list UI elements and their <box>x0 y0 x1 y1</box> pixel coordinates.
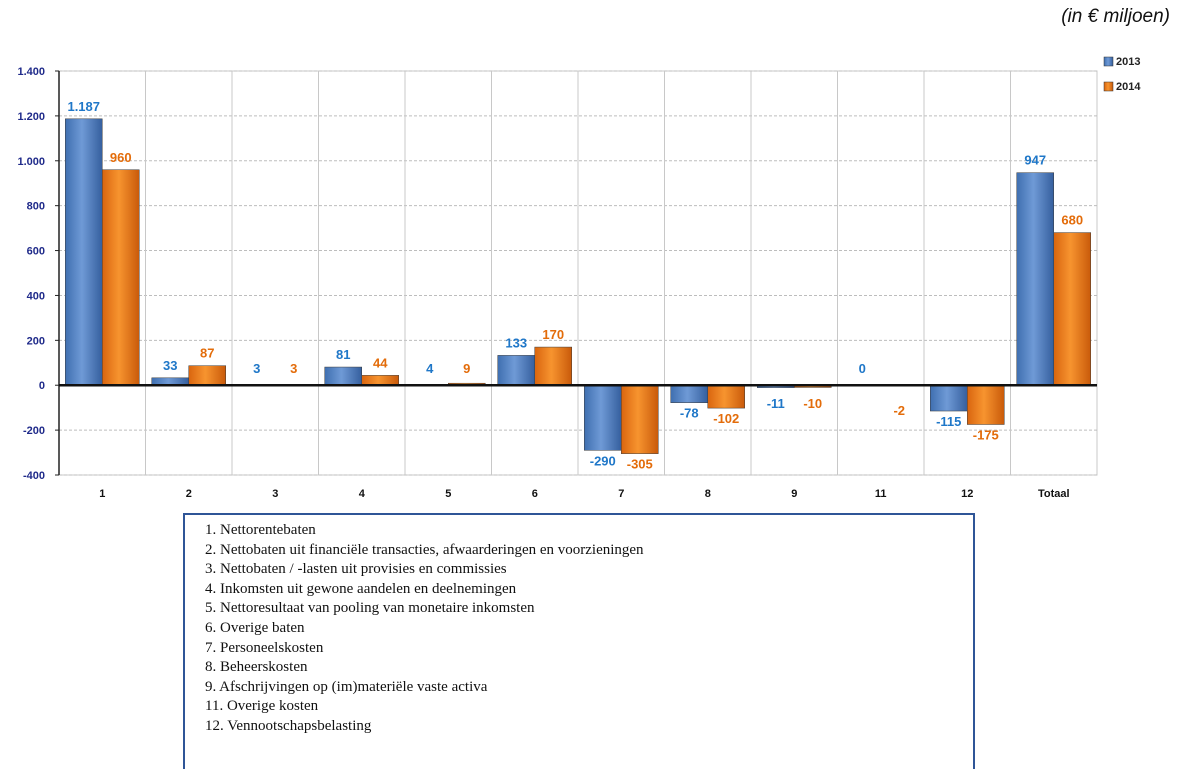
bar-2013 <box>324 366 362 386</box>
data-label-2014: -2 <box>893 403 905 418</box>
data-label-2013: -290 <box>590 453 616 468</box>
category-key-item: 12. Vennootschapsbelasting <box>205 717 372 734</box>
data-label-2014: -175 <box>973 428 999 443</box>
bar-2013 <box>1016 172 1054 386</box>
category-key-box: 1. Nettorentebaten 2. Nettobaten uit fina… <box>183 513 975 769</box>
x-tick-label: 3 <box>272 488 278 500</box>
data-label-2014: 170 <box>542 327 564 342</box>
y-tick-label: 1.400 <box>17 66 45 78</box>
x-tick-label: 6 <box>532 488 538 500</box>
category-key-item: 5. Nettoresultaat van pooling van moneta… <box>205 600 535 617</box>
category-key-item: 3. Nettobaten / -lasten uit provisies en… <box>205 561 507 578</box>
category-key-item: 4. Inkomsten uit gewone aandelen en deel… <box>205 580 517 597</box>
y-tick-label: -400 <box>23 470 45 482</box>
bar-2014 <box>967 384 1005 425</box>
category-key-item: 6. Overige baten <box>205 619 305 636</box>
data-label-2013: -11 <box>767 396 785 411</box>
x-tick-label: 11 <box>875 488 887 500</box>
legend-label-2014: 2014 <box>1116 81 1141 93</box>
category-key-item: 8. Beheerskosten <box>205 659 308 676</box>
bar-2014 <box>621 384 659 454</box>
data-label-2014: 680 <box>1061 213 1083 228</box>
y-tick-label: 400 <box>27 290 45 302</box>
data-label-2013: 1.187 <box>67 99 100 114</box>
bar-2014 <box>534 346 572 386</box>
data-label-2013: 3 <box>253 361 260 376</box>
y-tick-label: 600 <box>27 246 45 258</box>
y-tick-label: -200 <box>23 425 45 437</box>
data-label-2014: -10 <box>803 396 822 411</box>
bar-2013 <box>930 384 968 412</box>
x-tick-label: 7 <box>618 488 624 500</box>
data-label-2014: 3 <box>290 361 297 376</box>
bar-2014 <box>707 384 745 409</box>
x-tick-label: Totaal <box>1038 488 1070 500</box>
x-tick-label: 4 <box>359 488 366 500</box>
category-key-list: 1. Nettorentebaten 2. Nettobaten uit fina… <box>205 521 973 737</box>
category-key-item: 9. Afschrijvingen op (im)materiële vaste… <box>205 678 488 695</box>
y-tick-label: 0 <box>39 380 45 392</box>
data-label-2014: 9 <box>463 361 470 376</box>
bar-2014 <box>188 365 226 386</box>
data-label-2013: 81 <box>336 347 350 362</box>
unit-note: (in € miljoen) <box>1061 6 1170 27</box>
category-key-item: 2. Nettobaten uit financiële transacties… <box>205 541 644 558</box>
category-key-item: 11. Overige kosten <box>205 698 319 715</box>
data-label-2013: 947 <box>1024 153 1046 168</box>
y-tick-label: 1.200 <box>17 111 45 123</box>
legend-swatch-2014 <box>1103 81 1114 92</box>
x-tick-label: 9 <box>791 488 797 500</box>
bar-2014 <box>102 169 140 386</box>
legend-label-2013: 2013 <box>1116 56 1140 68</box>
bar-2013 <box>584 384 622 451</box>
data-label-2013: 0 <box>859 361 866 376</box>
bar-2013 <box>497 355 535 386</box>
data-label-2013: 133 <box>505 335 527 350</box>
x-tick-label: 2 <box>186 488 192 500</box>
bar-2014 <box>1053 232 1091 386</box>
category-key-item: 7. Personeelskosten <box>205 639 324 656</box>
x-tick-label: 1 <box>99 488 105 500</box>
data-label-2013: -115 <box>936 414 961 429</box>
data-label-2014: -305 <box>627 457 653 472</box>
x-tick-label: 12 <box>961 488 973 500</box>
bar-2014 <box>361 375 399 386</box>
y-tick-label: 200 <box>27 335 45 347</box>
data-label-2013: 33 <box>163 358 177 373</box>
data-label-2013: -78 <box>680 406 699 421</box>
category-key-item: 1. Nettorentebaten <box>205 522 316 538</box>
x-tick-label: 8 <box>705 488 711 500</box>
data-label-2014: 87 <box>200 346 214 361</box>
y-tick-label: 800 <box>27 201 45 213</box>
bar-2013 <box>65 118 103 386</box>
data-label-2014: 960 <box>110 150 132 165</box>
bar-2013 <box>670 384 708 403</box>
data-label-2013: 4 <box>426 361 434 376</box>
x-tick-label: 5 <box>445 488 451 500</box>
legend-swatch-2013 <box>1103 56 1114 67</box>
data-label-2014: 44 <box>373 355 388 370</box>
data-label-2014: -102 <box>713 411 739 426</box>
y-tick-label: 1.000 <box>17 156 45 168</box>
